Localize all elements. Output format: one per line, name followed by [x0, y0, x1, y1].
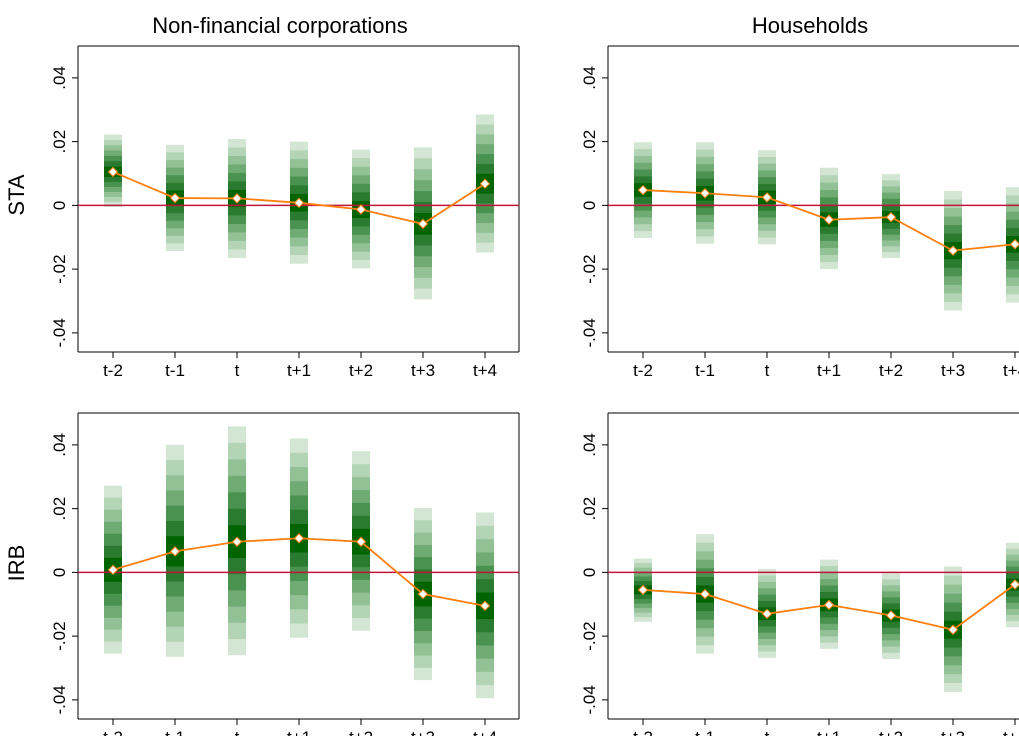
x-tick-label: t+2 — [349, 361, 373, 380]
panel-sta-households: .04 .02 0 -.02 -.04 t-2 t-1 t t+1 t+2 t+3 t+4 — [580, 45, 1019, 380]
data-point — [885, 610, 897, 621]
x-tick-label: t+2 — [879, 361, 903, 380]
y-tick-label: -.02 — [50, 254, 69, 283]
data-point — [293, 197, 305, 209]
data-point — [231, 193, 243, 204]
x-tick-label: t-1 — [695, 361, 715, 380]
data-point — [761, 192, 773, 203]
y-tick-label: .02 — [50, 130, 69, 154]
data-point — [761, 608, 773, 620]
panels: .04 .02 0 -.02 -.04 t-2 t-1 t t+1 t+2 t+3 t+4 .04 .02… — [50, 45, 1019, 736]
x-tick-label: t-1 — [695, 728, 715, 736]
x-tick-label: t+4 — [473, 361, 497, 380]
column-title-nonfinancial: Non-financial corporations — [152, 13, 408, 38]
x-tick-label: t+3 — [411, 361, 435, 380]
x-tick-label: t+2 — [349, 728, 373, 736]
x-tick-label: t-1 — [165, 361, 185, 380]
x-tick-label: t+3 — [411, 728, 435, 736]
y-tick-label: -.04 — [580, 685, 599, 714]
panel-sta-nonfinancial: .04 .02 0 -.02 -.04 t-2 t-1 t t+1 t+2 t+3 t+4 — [50, 45, 520, 380]
data-point — [107, 564, 119, 576]
y-tick-label: 0 — [50, 568, 69, 577]
data-point — [417, 588, 429, 600]
y-tick-label: -.02 — [50, 621, 69, 650]
row-label-sta: STA — [4, 174, 29, 215]
y-tick-label: .04 — [50, 433, 69, 457]
y-tick-label: -.02 — [580, 254, 599, 283]
x-tick-label: t+3 — [941, 728, 965, 736]
y-tick-label: .02 — [50, 497, 69, 521]
panel-irb-households: .04 .02 0 -.02 -.04 t-2 t-1 t t+1 t+2 t+3 t+4 — [580, 412, 1019, 736]
data-point — [479, 178, 491, 189]
panel-irb-nonfinancial: .04 .02 0 -.02 -.04 t-2 t-1 t t+1 t+2 t+3 t+4 — [50, 412, 520, 736]
x-tick-label: t — [765, 361, 770, 380]
y-tick-label: .04 — [580, 66, 599, 90]
data-point — [885, 211, 897, 223]
x-tick-label: t+4 — [1003, 728, 1019, 736]
y-tick-label: 0 — [50, 201, 69, 210]
x-tick-label: t — [235, 728, 240, 736]
data-point — [1009, 579, 1019, 590]
data-point — [699, 588, 711, 600]
x-tick-label: t+1 — [817, 728, 841, 736]
y-tick-label: -.04 — [580, 318, 599, 347]
x-tick-label: t — [765, 728, 770, 736]
data-point — [107, 166, 119, 178]
x-tick-label: t — [235, 361, 240, 380]
x-tick-label: t-1 — [165, 728, 185, 736]
x-tick-label: t+1 — [287, 361, 311, 380]
y-tick-label: -.04 — [50, 318, 69, 347]
data-point — [479, 600, 491, 612]
data-point — [355, 536, 367, 547]
y-tick-label: 0 — [580, 201, 599, 210]
x-tick-label: t+3 — [941, 361, 965, 380]
x-tick-label: t+1 — [817, 361, 841, 380]
data-point — [699, 188, 711, 199]
data-point — [823, 214, 835, 225]
x-tick-label: t-2 — [103, 361, 123, 380]
data-point — [1009, 239, 1019, 250]
data-point — [637, 584, 649, 596]
y-tick-label: -.02 — [580, 621, 599, 650]
data-point — [417, 218, 429, 230]
data-point — [637, 184, 649, 196]
y-tick-label: 0 — [580, 568, 599, 577]
x-tick-label: t-2 — [633, 361, 653, 380]
x-tick-label: t+2 — [879, 728, 903, 736]
x-tick-label: t-2 — [103, 728, 123, 736]
y-tick-label: .04 — [50, 66, 69, 90]
data-point — [947, 245, 959, 256]
y-tick-label: .02 — [580, 497, 599, 521]
ci-band-t+1 — [290, 141, 308, 264]
ci-band-t+1 — [290, 438, 308, 638]
y-tick-label: -.04 — [50, 685, 69, 714]
y-tick-label: .02 — [580, 130, 599, 154]
x-tick-label: t+1 — [287, 728, 311, 736]
data-point — [823, 599, 835, 611]
data-point — [947, 624, 959, 635]
x-tick-label: t+4 — [1003, 361, 1019, 380]
x-tick-label: t-2 — [633, 728, 653, 736]
data-point — [231, 536, 243, 547]
data-point — [169, 192, 181, 204]
data-point — [355, 204, 367, 215]
row-label-irb: IRB — [4, 545, 29, 582]
data-point — [293, 533, 305, 544]
x-tick-label: t+4 — [473, 728, 497, 736]
data-point — [169, 546, 181, 557]
column-title-households: Households — [752, 13, 868, 38]
ci-band-t — [758, 150, 776, 245]
y-tick-label: .04 — [580, 433, 599, 457]
ci-band-t-2 — [104, 485, 122, 654]
